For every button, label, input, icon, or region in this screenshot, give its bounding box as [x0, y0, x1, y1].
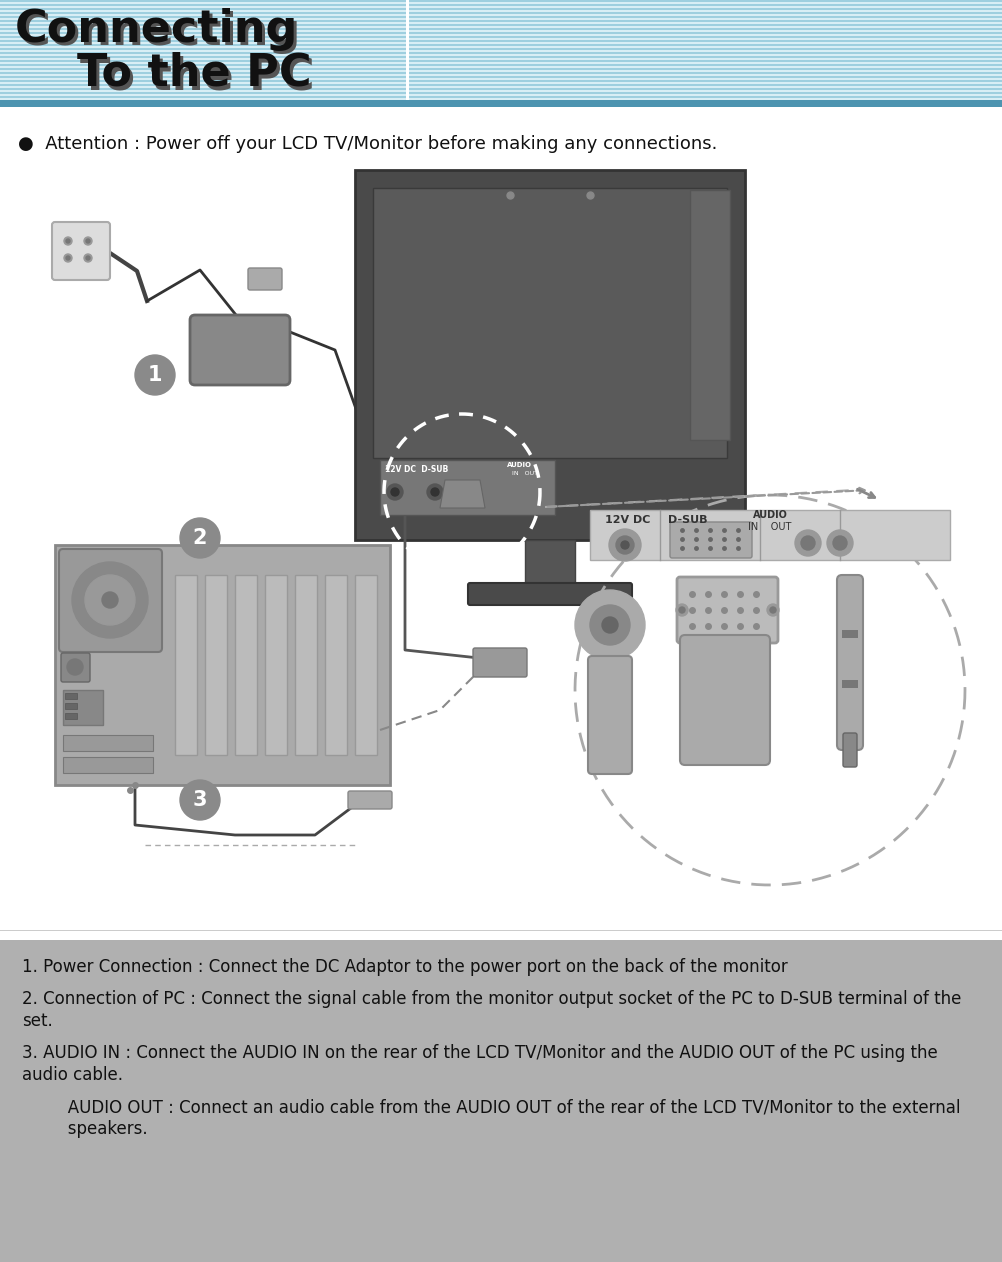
- FancyBboxPatch shape: [205, 575, 227, 755]
- Text: Connecting: Connecting: [15, 8, 299, 50]
- Text: ●  Attention : Power off your LCD TV/Monitor before making any connections.: ● Attention : Power off your LCD TV/Moni…: [18, 135, 717, 153]
- FancyBboxPatch shape: [842, 680, 858, 688]
- Circle shape: [84, 254, 92, 262]
- Circle shape: [64, 237, 72, 245]
- Text: To the PC: To the PC: [18, 56, 315, 98]
- Circle shape: [64, 254, 72, 262]
- FancyBboxPatch shape: [355, 170, 745, 540]
- FancyBboxPatch shape: [837, 575, 863, 750]
- Circle shape: [590, 604, 630, 645]
- FancyBboxPatch shape: [61, 652, 90, 681]
- FancyBboxPatch shape: [680, 635, 770, 765]
- Circle shape: [679, 607, 685, 613]
- Text: audio cable.: audio cable.: [22, 1066, 123, 1084]
- Text: 2: 2: [192, 528, 207, 548]
- FancyBboxPatch shape: [468, 583, 632, 604]
- Text: IN    OUT: IN OUT: [748, 522, 792, 533]
- Circle shape: [180, 517, 220, 558]
- FancyBboxPatch shape: [670, 522, 752, 558]
- Text: 12V DC  D-SUB: 12V DC D-SUB: [385, 464, 448, 475]
- FancyBboxPatch shape: [525, 540, 575, 586]
- FancyBboxPatch shape: [65, 713, 77, 719]
- Circle shape: [85, 575, 135, 625]
- FancyBboxPatch shape: [295, 575, 317, 755]
- Circle shape: [431, 488, 439, 496]
- Text: 2. Connection of PC : Connect the signal cable from the monitor output socket of: 2. Connection of PC : Connect the signal…: [22, 989, 961, 1008]
- Circle shape: [827, 530, 853, 557]
- FancyBboxPatch shape: [248, 268, 282, 290]
- Circle shape: [767, 604, 779, 616]
- Circle shape: [602, 617, 618, 634]
- FancyBboxPatch shape: [373, 188, 727, 458]
- Polygon shape: [440, 480, 485, 509]
- FancyBboxPatch shape: [52, 222, 110, 280]
- Circle shape: [616, 536, 634, 554]
- FancyBboxPatch shape: [55, 545, 390, 785]
- Circle shape: [135, 355, 175, 395]
- FancyBboxPatch shape: [65, 703, 77, 709]
- Text: D-SUB: D-SUB: [668, 515, 707, 525]
- Circle shape: [86, 239, 90, 244]
- FancyBboxPatch shape: [175, 575, 197, 755]
- Text: AUDIO: AUDIO: [507, 462, 532, 468]
- FancyBboxPatch shape: [325, 575, 347, 755]
- FancyBboxPatch shape: [355, 575, 377, 755]
- Circle shape: [770, 607, 776, 613]
- Circle shape: [427, 485, 443, 500]
- FancyBboxPatch shape: [348, 791, 392, 809]
- FancyBboxPatch shape: [380, 461, 555, 515]
- FancyBboxPatch shape: [265, 575, 287, 755]
- Text: speakers.: speakers.: [52, 1119, 147, 1138]
- Circle shape: [84, 237, 92, 245]
- FancyBboxPatch shape: [190, 316, 290, 385]
- FancyBboxPatch shape: [690, 191, 730, 440]
- Text: Connecting: Connecting: [18, 11, 302, 54]
- FancyBboxPatch shape: [63, 734, 153, 751]
- Circle shape: [391, 488, 399, 496]
- Circle shape: [575, 591, 645, 660]
- Circle shape: [387, 485, 403, 500]
- Circle shape: [676, 604, 688, 616]
- Text: IN   OUT: IN OUT: [512, 471, 538, 476]
- FancyBboxPatch shape: [677, 577, 778, 644]
- FancyBboxPatch shape: [63, 757, 153, 774]
- FancyBboxPatch shape: [473, 647, 527, 676]
- FancyBboxPatch shape: [588, 656, 632, 774]
- FancyBboxPatch shape: [842, 630, 858, 639]
- Text: 3: 3: [192, 790, 207, 810]
- Circle shape: [180, 780, 220, 820]
- Circle shape: [66, 256, 70, 260]
- Circle shape: [833, 536, 847, 550]
- FancyBboxPatch shape: [235, 575, 257, 755]
- Circle shape: [72, 562, 148, 639]
- Circle shape: [66, 239, 70, 244]
- FancyBboxPatch shape: [59, 549, 162, 652]
- Circle shape: [621, 541, 629, 549]
- Circle shape: [67, 659, 83, 675]
- Text: set.: set.: [22, 1012, 53, 1030]
- Circle shape: [86, 256, 90, 260]
- Circle shape: [609, 529, 641, 562]
- Circle shape: [102, 592, 118, 608]
- FancyBboxPatch shape: [63, 690, 103, 724]
- Text: 1: 1: [147, 365, 162, 385]
- Text: To the PC: To the PC: [15, 52, 312, 95]
- Text: 12V DC: 12V DC: [605, 515, 650, 525]
- Text: AUDIO OUT : Connect an audio cable from the AUDIO OUT of the rear of the LCD TV/: AUDIO OUT : Connect an audio cable from …: [52, 1098, 961, 1116]
- FancyBboxPatch shape: [843, 733, 857, 767]
- Text: 3. AUDIO IN : Connect the AUDIO IN on the rear of the LCD TV/Monitor and the AUD: 3. AUDIO IN : Connect the AUDIO IN on th…: [22, 1044, 938, 1063]
- FancyBboxPatch shape: [65, 693, 77, 699]
- FancyBboxPatch shape: [590, 510, 950, 560]
- Text: AUDIO: AUDIO: [753, 510, 788, 520]
- Circle shape: [795, 530, 821, 557]
- Circle shape: [801, 536, 815, 550]
- Text: 1. Power Connection : Connect the DC Adaptor to the power port on the back of th: 1. Power Connection : Connect the DC Ada…: [22, 958, 788, 976]
